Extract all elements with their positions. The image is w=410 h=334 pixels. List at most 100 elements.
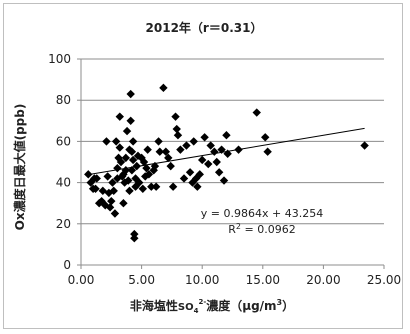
x-tick-labels: 0.00 5.00 10.00 15.00 20.00 25.00 [68, 273, 402, 287]
x-title-sub: 4 [194, 307, 199, 315]
x-tick-label: 10.00 [185, 273, 219, 287]
data-point [131, 182, 140, 191]
data-point [188, 178, 197, 187]
data-point [263, 147, 272, 156]
data-point [122, 126, 132, 136]
x-title-close: ） [282, 298, 294, 313]
data-point [234, 145, 243, 154]
data-point [128, 137, 138, 146]
data-point [172, 124, 181, 134]
x-title-post: 濃度（μg/m [206, 298, 276, 313]
gridlines [81, 58, 384, 225]
x-tick-label: 0.00 [68, 273, 95, 287]
data-point [91, 184, 100, 193]
data-point [171, 112, 180, 121]
data-point [108, 178, 117, 187]
data-point [212, 157, 221, 167]
r2-sup: 2 [236, 222, 241, 231]
data-point [110, 209, 120, 218]
y-tick-label: 0 [63, 258, 71, 272]
data-points [84, 83, 369, 243]
data-point [206, 141, 215, 150]
y-tick-label: 80 [56, 93, 71, 107]
data-point [217, 145, 226, 154]
x-title-exp: 3 [277, 298, 283, 307]
data-point [86, 178, 95, 187]
data-point [210, 147, 219, 156]
data-point [102, 137, 111, 146]
data-point [179, 174, 189, 183]
data-point [214, 168, 224, 177]
data-point [360, 141, 369, 150]
data-point [164, 153, 173, 163]
data-point [126, 89, 135, 99]
data-point [149, 166, 158, 175]
data-point [198, 155, 207, 165]
r2-value: = 0.0962 [241, 223, 296, 236]
data-point [219, 176, 229, 185]
data-point [185, 168, 195, 177]
data-point [109, 186, 118, 196]
data-point [126, 116, 135, 125]
chart-title: 2012年（r＝0.31） [146, 20, 263, 35]
data-point [125, 186, 134, 196]
data-point [105, 203, 115, 212]
r-squared-label: R2 = 0.0962 [228, 222, 295, 236]
data-point [121, 166, 131, 175]
data-point [130, 234, 139, 243]
data-point [121, 153, 131, 163]
data-point [103, 172, 112, 181]
data-point [168, 182, 178, 191]
data-point [92, 174, 101, 183]
y-tick-label: 40 [56, 176, 71, 190]
axes [77, 58, 385, 269]
x-tick-label: 5.00 [128, 273, 155, 287]
data-point [151, 182, 161, 191]
data-point [144, 170, 154, 179]
trendline-equation: y = 0.9864x + 43.254 [201, 207, 323, 220]
data-point [101, 201, 110, 210]
data-point [147, 182, 156, 191]
data-point [252, 108, 261, 117]
data-point [150, 161, 160, 171]
data-point [161, 147, 171, 156]
y-axis-title: Ox濃度日最大値(ppb) [12, 104, 27, 231]
data-point [195, 170, 204, 179]
x-tick-label: 25.00 [367, 273, 401, 287]
x-title-chem: SO [178, 302, 194, 313]
data-point [84, 170, 93, 179]
data-point [139, 157, 149, 167]
y-tick-label: 60 [56, 134, 71, 148]
data-point [166, 161, 175, 171]
data-point [222, 131, 231, 140]
x-title-sup: 2- [198, 298, 206, 306]
chart-frame: 2012年（r＝0.31） 0 20 40 60 80 100 0.00 5.00 10.00… [3, 3, 403, 329]
data-point [116, 157, 126, 167]
data-point [193, 182, 202, 191]
data-point [132, 161, 141, 171]
data-point [127, 166, 137, 175]
data-point [261, 133, 270, 142]
data-point [204, 159, 213, 169]
y-tick-labels: 0 20 40 60 80 100 [48, 52, 71, 272]
y-tick-label: 100 [48, 52, 71, 66]
x-tick-label: 20.00 [306, 273, 340, 287]
data-point [98, 186, 108, 196]
data-point [142, 163, 151, 173]
y-tick-label: 20 [56, 217, 71, 231]
data-point [138, 184, 148, 193]
data-point [119, 199, 128, 208]
data-point [143, 145, 152, 154]
data-point [134, 178, 144, 187]
data-point [159, 83, 168, 93]
data-point [173, 131, 183, 140]
data-point [115, 143, 124, 152]
data-point [154, 137, 163, 146]
data-point [200, 133, 209, 142]
data-point [113, 163, 122, 173]
data-point [124, 176, 133, 185]
data-point [176, 145, 185, 154]
data-point [111, 137, 121, 146]
data-point [107, 196, 116, 206]
x-axis-title: 非海塩性SO42-濃度（μg/m3） [130, 298, 294, 315]
